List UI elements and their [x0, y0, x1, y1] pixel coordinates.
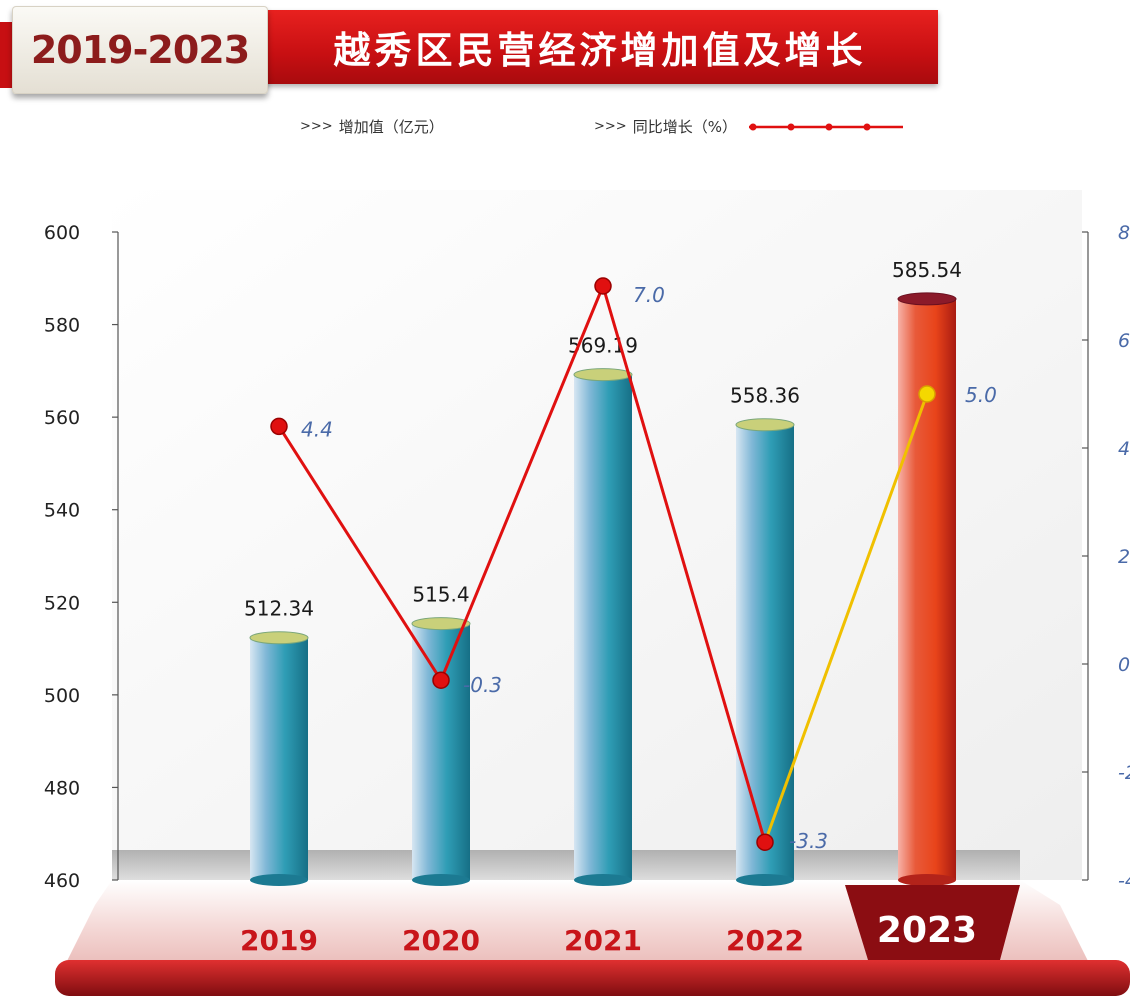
x-axis-label: 2019 — [240, 924, 318, 957]
line-segment — [277, 425, 443, 682]
year-range-text: 2019-2023 — [30, 28, 250, 72]
right-axis-tick-label: 6 — [1118, 330, 1130, 352]
right-axis-tick-label: 8 — [1118, 222, 1130, 244]
year-range-badge: 2019-2023 — [12, 6, 268, 94]
right-axis-tick-label: 4 — [1118, 438, 1130, 460]
line-value-label: -3.3 — [789, 829, 828, 853]
bar — [574, 374, 632, 880]
bar-value-label: 569.19 — [568, 334, 638, 358]
bar-top-cap — [411, 617, 471, 631]
bar — [412, 623, 470, 880]
bar-top-cap — [249, 631, 309, 645]
left-axis-tick-label: 560 — [44, 407, 80, 429]
right-axis-tick-label: 2 — [1118, 546, 1130, 568]
bar-value-label: 512.34 — [244, 597, 314, 621]
x-axis-label: 2022 — [726, 924, 804, 957]
chart-title: 越秀区民营经济增加值及增长 — [333, 29, 867, 72]
bar-bottom-cap — [898, 874, 956, 886]
right-axis-tick-label: -2 — [1118, 762, 1130, 784]
left-axis-tick-label: 540 — [44, 500, 80, 522]
bar-value-label: 558.36 — [730, 384, 800, 408]
left-axis-tick-label: 460 — [44, 870, 80, 892]
left-axis-tick-label: 580 — [44, 315, 80, 337]
bar-value-label: 515.4 — [412, 583, 469, 607]
left-axis-tick-label: 500 — [44, 685, 80, 707]
line-value-label: -0.3 — [463, 673, 502, 697]
bar-top-cap — [897, 292, 957, 306]
bar-top-cap — [735, 418, 795, 432]
legend-line-swatch — [748, 123, 903, 130]
bar-bottom-cap — [250, 874, 308, 886]
line-segment — [439, 285, 605, 681]
x-axis-label: 2023 — [877, 910, 977, 951]
line-point — [918, 385, 936, 403]
plot-background — [112, 190, 1082, 880]
right-axis-tick-label: 0 — [1118, 654, 1130, 676]
title-accent-strip — [0, 22, 14, 88]
bar — [898, 298, 956, 880]
line-point — [756, 833, 774, 851]
chart-base-bar — [55, 960, 1130, 996]
line-value-label: 7.0 — [633, 283, 665, 307]
x-axis-label: 2020 — [402, 924, 480, 957]
title-banner: 越秀区民营经济增加值及增长 — [262, 10, 938, 84]
bar-bottom-cap — [574, 874, 632, 886]
legend-line-label: 同比增长（%） — [632, 118, 737, 136]
right-axis-tick-label: -4 — [1118, 870, 1130, 892]
line-value-label: 4.4 — [301, 417, 333, 441]
left-axis-tick-label: 520 — [44, 592, 80, 614]
line-point — [432, 671, 450, 689]
line-point — [270, 417, 288, 436]
bar — [736, 424, 794, 880]
bar-bottom-cap — [412, 874, 470, 886]
x-axis-label: 2021 — [564, 924, 642, 957]
legend-line: >>> 同比增长（%） — [594, 116, 908, 137]
bar-top-cap — [573, 368, 633, 382]
line-segment — [763, 393, 929, 843]
bar-bottom-cap — [736, 874, 794, 886]
bar-value-label: 585.54 — [892, 258, 962, 282]
line-segment — [601, 285, 767, 843]
line-value-label: 5.0 — [965, 383, 997, 407]
legend-line-arrows: >>> — [594, 119, 627, 134]
line-point — [594, 277, 612, 295]
left-axis-tick-label: 480 — [44, 777, 80, 799]
bar-shadow-band — [112, 850, 1020, 880]
highlight-category-tab — [845, 885, 1020, 960]
legend-bar-arrows: >>> — [300, 119, 333, 134]
chart-floor — [60, 880, 1095, 975]
legend-bar: >>> 增加值（亿元） — [300, 116, 444, 137]
bar — [250, 637, 308, 880]
left-axis-tick-label: 600 — [44, 222, 80, 244]
legend-bar-label: 增加值（亿元） — [338, 118, 444, 136]
